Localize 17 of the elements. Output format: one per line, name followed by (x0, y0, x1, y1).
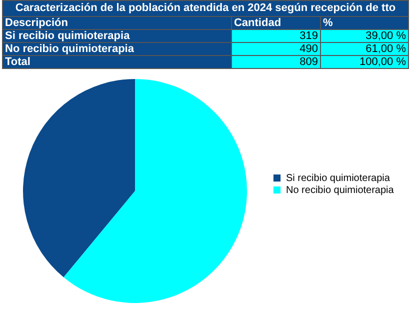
text: 100,00 % (320, 56, 408, 68)
text: 61,00 % (320, 42, 408, 56)
text: 809 (231, 56, 320, 68)
text: Total (2, 56, 232, 68)
text: 490 (231, 42, 320, 56)
text: % (320, 16, 408, 30)
legend-label: Si recibio quimioterapia (286, 173, 390, 184)
chart-title: Caracterización de la población atendida en 2024 según recepción de tto (2, 0, 408, 16)
text: Cantidad (231, 16, 320, 30)
slice-label: Si recibio quimioterapia (2, 30, 232, 42)
legend-label: No recibio quimioterapia (286, 185, 394, 196)
text: Descripción (2, 16, 232, 30)
slice-label: No recibio quimioterapia (2, 42, 232, 56)
text: 319 (231, 30, 320, 42)
pie-slice (64, 79, 247, 303)
pie-slice (23, 79, 135, 278)
text: 39,00 % (320, 30, 408, 42)
